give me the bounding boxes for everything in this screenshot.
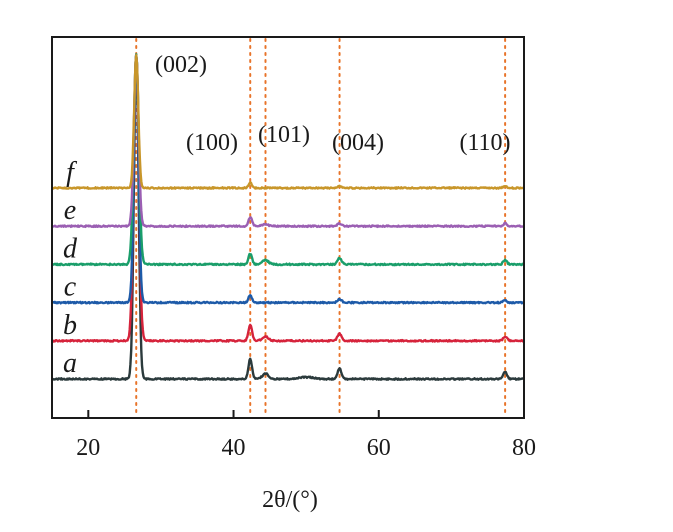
peak-marker-lines xyxy=(135,38,507,417)
series-line-d xyxy=(51,53,525,267)
series-line-f xyxy=(51,54,525,190)
x-tick-label: 60 xyxy=(367,435,391,461)
series-label-f: f xyxy=(66,157,77,188)
x-axis-label: 2θ/(°) xyxy=(262,487,318,513)
peak-label: (002) xyxy=(155,52,207,78)
peak-label: (110) xyxy=(459,130,510,156)
plot-frame xyxy=(51,36,525,419)
x-tick-label: 20 xyxy=(76,435,100,461)
series-line-a xyxy=(51,54,525,381)
series-lines xyxy=(51,53,525,381)
series-line-e xyxy=(51,54,525,229)
x-tick-label: 80 xyxy=(512,435,536,461)
series-label-d: d xyxy=(63,233,78,264)
series-line-c xyxy=(51,53,525,305)
series-label-e: e xyxy=(64,195,76,226)
peak-label: (101) xyxy=(258,122,310,148)
series-line-b xyxy=(51,53,525,343)
peak-label: (004) xyxy=(332,130,384,156)
peak-label: (100) xyxy=(186,130,238,156)
series-label-b: b xyxy=(63,310,77,341)
x-axis-ticks: 20 40 60 80 xyxy=(76,410,536,461)
x-tick-label: 40 xyxy=(222,435,246,461)
series-label-c: c xyxy=(64,272,77,303)
series-label-a: a xyxy=(63,348,77,379)
